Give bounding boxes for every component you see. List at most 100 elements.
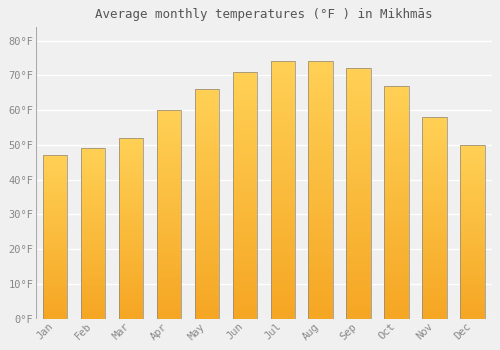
Bar <box>43 302 68 304</box>
Bar <box>270 139 295 142</box>
Bar <box>384 106 409 109</box>
Bar <box>384 246 409 249</box>
Bar <box>232 183 257 186</box>
Bar <box>346 237 371 240</box>
Bar <box>270 309 295 312</box>
Bar <box>156 147 182 149</box>
Bar <box>43 200 68 202</box>
Bar <box>118 147 144 149</box>
Bar <box>346 175 371 178</box>
Bar <box>118 226 144 228</box>
Bar <box>384 228 409 231</box>
Bar <box>118 239 144 242</box>
Bar <box>43 182 68 184</box>
Bar <box>384 118 409 121</box>
Bar <box>384 298 409 301</box>
Bar <box>422 230 447 233</box>
Bar <box>43 261 68 264</box>
Bar <box>118 169 144 172</box>
Bar <box>346 250 371 253</box>
Bar <box>80 191 106 193</box>
Bar <box>308 155 333 158</box>
Bar <box>346 106 371 109</box>
Bar <box>460 195 485 197</box>
Bar <box>80 161 106 163</box>
Bar <box>308 177 333 180</box>
Bar <box>43 264 68 266</box>
Bar <box>194 98 220 101</box>
Bar <box>460 238 485 240</box>
Bar <box>43 225 68 227</box>
Bar <box>460 240 485 243</box>
Bar <box>384 182 409 185</box>
Bar <box>460 193 485 195</box>
Bar <box>156 160 182 162</box>
Bar <box>270 251 295 254</box>
Bar <box>460 253 485 256</box>
Bar <box>460 288 485 290</box>
Bar <box>156 313 182 316</box>
Bar <box>118 287 144 289</box>
Bar <box>194 101 220 104</box>
Bar <box>43 227 68 229</box>
Bar <box>308 180 333 183</box>
Bar <box>460 201 485 203</box>
Bar <box>43 296 68 298</box>
Bar <box>422 308 447 311</box>
Bar <box>460 177 485 180</box>
Bar <box>118 197 144 199</box>
Bar <box>346 309 371 312</box>
Bar <box>194 164 220 167</box>
Bar <box>43 233 68 235</box>
Bar <box>80 233 106 236</box>
Bar <box>422 268 447 271</box>
Bar <box>80 204 106 206</box>
Bar <box>194 232 220 236</box>
Bar <box>384 287 409 289</box>
Bar <box>460 256 485 258</box>
Bar <box>118 188 144 190</box>
Bar <box>422 218 447 220</box>
Bar <box>232 115 257 118</box>
Bar <box>270 235 295 238</box>
Bar <box>80 293 106 295</box>
Bar <box>194 109 220 112</box>
Bar <box>80 289 106 291</box>
Bar <box>118 237 144 239</box>
Bar <box>118 138 144 140</box>
Bar <box>156 196 182 199</box>
Bar <box>118 271 144 273</box>
Bar <box>308 312 333 315</box>
Bar <box>270 219 295 222</box>
Bar <box>346 253 371 256</box>
Bar <box>43 284 68 286</box>
Bar <box>232 72 257 318</box>
Bar <box>422 182 447 185</box>
Bar <box>460 199 485 201</box>
Bar <box>118 253 144 255</box>
Bar <box>308 93 333 97</box>
Bar <box>346 203 371 206</box>
Bar <box>346 112 371 115</box>
Bar <box>346 168 371 172</box>
Bar <box>308 122 333 126</box>
Bar <box>270 203 295 206</box>
Bar <box>346 306 371 309</box>
Bar <box>232 201 257 204</box>
Bar <box>118 230 144 233</box>
Bar <box>156 152 182 154</box>
Bar <box>422 273 447 276</box>
Bar <box>308 238 333 242</box>
Bar <box>308 232 333 235</box>
Bar <box>194 301 220 304</box>
Bar <box>194 304 220 307</box>
Bar <box>194 299 220 301</box>
Bar <box>346 268 371 272</box>
Bar <box>422 150 447 152</box>
Bar <box>80 280 106 282</box>
Bar <box>156 300 182 303</box>
Bar <box>118 275 144 278</box>
Bar <box>422 251 447 253</box>
Bar <box>232 303 257 306</box>
Bar <box>43 235 68 237</box>
